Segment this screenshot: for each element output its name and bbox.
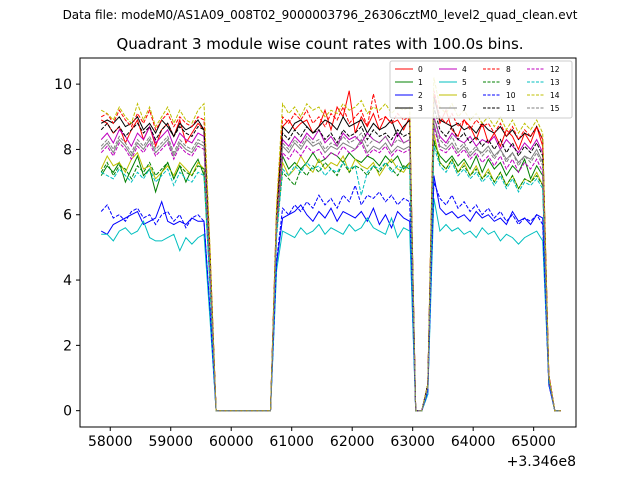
x-offset-label: +3.346e8 — [507, 454, 576, 470]
series-line-10 — [100, 181, 561, 412]
legend-label-4: 4 — [462, 65, 467, 74]
x-tick-label: 64000 — [451, 434, 496, 450]
legend-label-2: 2 — [418, 91, 423, 100]
series-line-12 — [100, 126, 561, 412]
x-tick-label: 58000 — [88, 434, 133, 450]
x-tick-label: 59000 — [148, 434, 193, 450]
legend-label-10: 10 — [506, 91, 516, 100]
legend-label-1: 1 — [418, 78, 423, 87]
series-line-0 — [100, 90, 561, 412]
series-line-15 — [100, 116, 561, 412]
legend-label-6: 6 — [462, 91, 467, 100]
series-line-4 — [100, 116, 561, 412]
y-tick-label: 10 — [54, 77, 72, 93]
legend-label-7: 7 — [462, 104, 467, 113]
plot-lines — [100, 77, 561, 412]
chart-title: Quadrant 3 module wise count rates with … — [116, 35, 524, 53]
series-line-6 — [100, 133, 561, 412]
series-line-8 — [100, 90, 561, 412]
data-file-note: Data file: modeM0/AS1A09_008T02_90000037… — [62, 8, 578, 22]
series-line-7 — [100, 123, 561, 412]
x-tick-label: 61000 — [269, 434, 314, 450]
legend-label-3: 3 — [418, 104, 423, 113]
x-tick-label: 62000 — [330, 434, 375, 450]
series-line-5 — [101, 198, 561, 412]
legend-label-0: 0 — [418, 65, 423, 74]
y-tick-label: 2 — [63, 338, 72, 354]
legend-label-14: 14 — [550, 91, 560, 100]
x-tick-label: 63000 — [390, 434, 435, 450]
x-tick-label: 60000 — [209, 434, 254, 450]
y-tick-label: 6 — [63, 208, 72, 224]
y-tick-label: 8 — [63, 142, 72, 158]
legend-label-9: 9 — [506, 78, 511, 87]
plot-frame — [79, 57, 577, 428]
legend-label-13: 13 — [550, 78, 560, 87]
series-line-2 — [100, 175, 561, 412]
x-tick-label: 65000 — [511, 434, 556, 450]
series-line-11 — [100, 106, 561, 412]
x-axis: 58000 59000 60000 61000 62000 63000 64000 65000 — [88, 427, 556, 450]
series-line-14 — [100, 77, 561, 412]
legend-box — [389, 60, 573, 119]
y-axis: 0 2 4 6 8 10 — [54, 77, 80, 420]
legend-label-12: 12 — [550, 65, 560, 74]
y-tick-label: 0 — [63, 404, 72, 420]
series-line-1 — [100, 142, 561, 412]
legend-label-11: 11 — [506, 104, 516, 113]
legend-label-5: 5 — [462, 78, 467, 87]
series-line-13 — [100, 146, 561, 412]
series-line-9 — [100, 139, 561, 412]
y-tick-label: 4 — [63, 273, 72, 289]
legend-label-15: 15 — [550, 104, 560, 113]
legend-label-8: 8 — [506, 65, 511, 74]
